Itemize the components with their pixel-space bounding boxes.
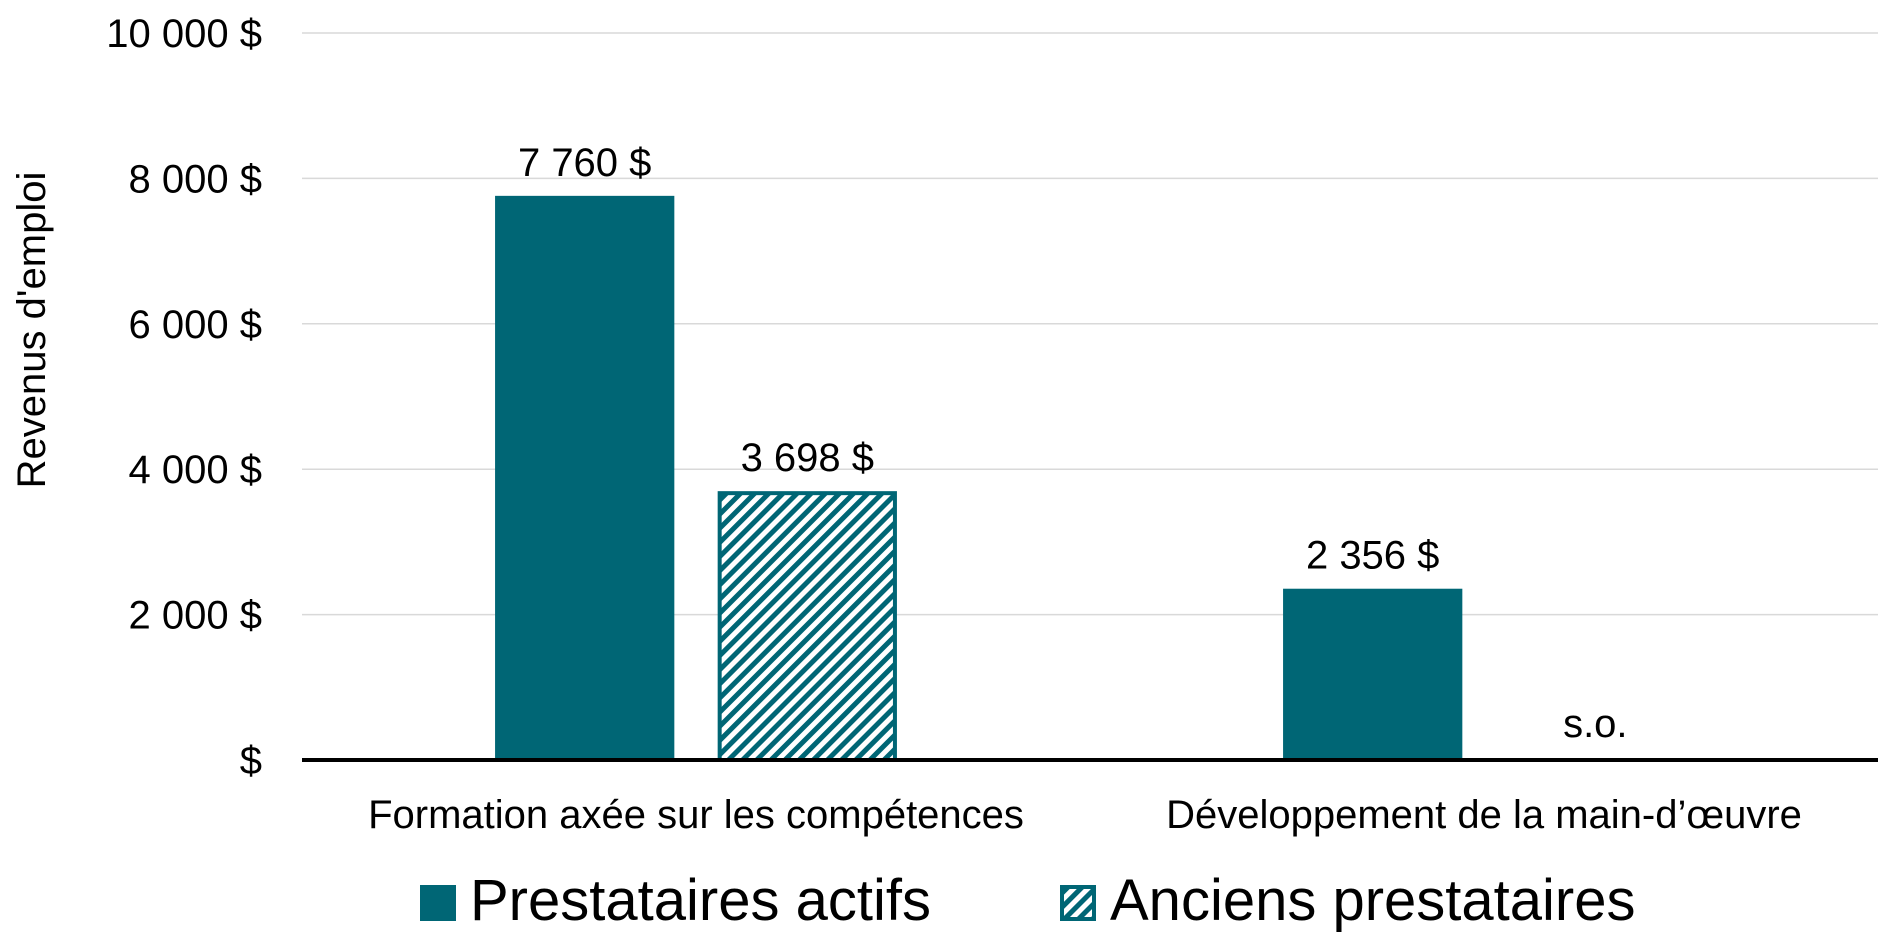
legend-label: Anciens prestataires [1110, 868, 1635, 933]
x-tick-label: Développement de la main-d’œuvre [1166, 793, 1802, 837]
y-tick-label: 2 000 $ [129, 594, 262, 638]
legend-swatch [420, 885, 456, 921]
y-tick-label: $ [240, 739, 262, 783]
legend-swatch [1060, 885, 1096, 921]
bar [1283, 588, 1463, 760]
data-label: s.o. [1563, 702, 1627, 746]
data-label: 3 698 $ [741, 436, 874, 480]
x-axis: Formation axée sur les compétences Dévelo… [368, 793, 1802, 837]
data-labels: 7 760 $ 3 698 $ 2 356 $ s.o. [518, 141, 1628, 746]
y-axis: $2 000 $ 4 000 $ 6 000 $ 8 000 $ 10 000 $ [106, 12, 262, 783]
bars [495, 195, 1463, 762]
y-tick-label: 8 000 $ [129, 157, 262, 201]
bar [717, 491, 897, 762]
x-tick-label: Formation axée sur les compétences [368, 793, 1024, 837]
bar [495, 195, 675, 760]
y-tick-label: 6 000 $ [129, 303, 262, 347]
y-tick-label: 4 000 $ [129, 448, 262, 492]
legend-label: Prestataires actifs [470, 868, 931, 933]
data-label: 7 760 $ [518, 141, 651, 185]
y-axis-title: Revenus d'emploi [10, 172, 54, 489]
y-tick-label: 10 000 $ [106, 12, 262, 56]
data-label: 2 356 $ [1306, 534, 1439, 578]
legend: Prestataires actifs Anciens prestataires [420, 868, 1635, 933]
